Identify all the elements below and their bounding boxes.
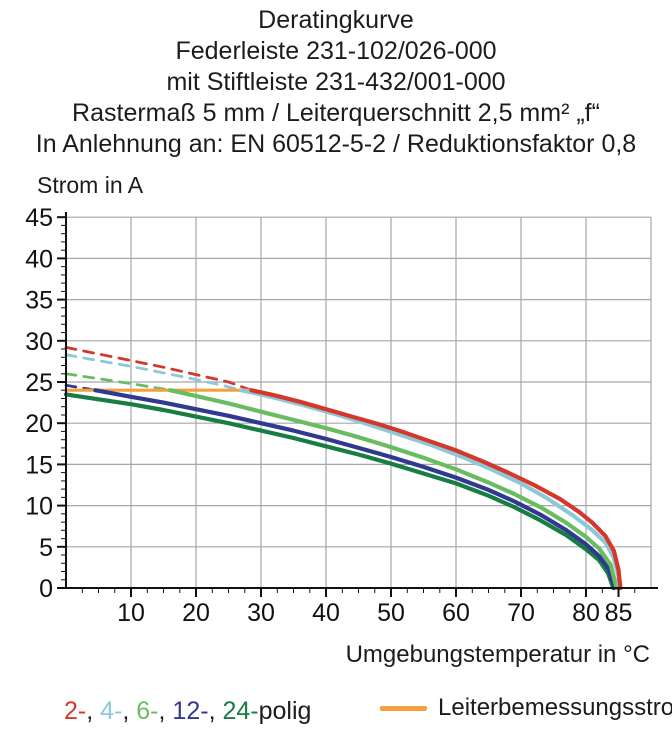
x-tick-label: 30 [247,599,275,627]
curve-6-polig [167,388,619,591]
x-axis-title: Umgebungstemperatur in °C [345,641,650,668]
y-tick-label: 20 [25,410,53,438]
x-tick-label: 10 [117,599,145,627]
subtitle-rastermass: Rastermaß 5 mm / Leiterquerschnitt 2,5 m… [72,99,600,127]
y-tick-label: 45 [25,204,53,232]
legend-row: 2-, 4-, 6-, 12-, 24-polig Leiterbemessun… [0,694,672,730]
gridlines [66,216,652,588]
subtitle-norm: In Anlehnung an: EN 60512-5-2 / Reduktio… [35,130,637,158]
y-axis-title: Strom in A [37,172,144,198]
subtitle-federleiste: Federleiste 231-102/026-000 [175,37,497,65]
title-block: Deratingkurve Federleiste 231-102/026-00… [0,5,672,160]
curve-12-polig [93,388,617,591]
x-tick-label: 70 [507,599,535,627]
curve-24-polig [63,392,616,591]
x-tick-label: 40 [312,599,340,627]
pole-legend-segment: 2- [64,697,87,725]
y-tick-label: 5 [39,534,53,562]
curve-2-polig-dashed [64,345,253,392]
pole-legend-segment: 24- [222,697,259,725]
pole-legend-segment: 4- [100,697,123,725]
x-tick-label: 85 [605,599,633,627]
y-tick-label: 30 [25,328,53,356]
subtitle-stiftleiste: mit Stiftleiste 231-432/001-000 [166,68,506,96]
curve-4-polig [239,388,622,591]
y-tick-label: 40 [25,245,53,273]
rated-current-label: Leiterbemessungsstrom [438,694,672,721]
pole-legend-segment: , [122,697,137,725]
series-curves [63,345,623,591]
x-tick-label: 50 [377,599,405,627]
pole-legend-segment: 12- [172,697,209,725]
rated-current-line-swatch [380,705,427,711]
y-tick-label: 15 [25,451,53,479]
y-tick-label: 25 [25,369,53,397]
chart-title: Deratingkurve [258,6,414,34]
pole-legend-segment: , [208,697,223,725]
y-tick-label: 0 [39,575,53,603]
x-tick-label: 60 [442,599,470,627]
x-tick-label: 20 [182,599,210,627]
y-tick-label: 10 [25,493,53,521]
axes [57,212,658,597]
tick-labels: 0 5 10 15 20 25 30 35 40 45 10 20 30 40 50 60 70 80 85 [25,204,632,627]
pole-legend-segment: , [158,697,173,725]
pole-legend-segment: polig [258,697,312,725]
curve-2-polig [249,388,623,591]
y-tick-label: 35 [25,287,53,315]
rated-current-legend: Leiterbemessungsstrom [380,694,672,722]
x-tick-label: 80 [572,599,600,627]
pole-legend: 2-, 4-, 6-, 12-, 24-polig [64,697,311,726]
pole-legend-segment: , [86,697,101,725]
curve-4-polig-dashed [64,353,243,392]
pole-legend-segment: 6- [136,697,159,725]
derating-chart: 0 5 10 15 20 25 30 35 40 45 10 20 30 40 50 60 70 80 85 [25,204,658,627]
